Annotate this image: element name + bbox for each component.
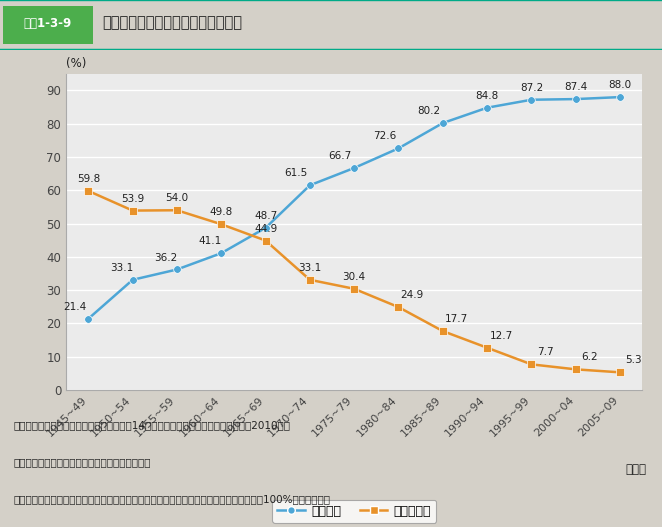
Text: 17.7: 17.7 bbox=[445, 314, 468, 324]
Text: 12.7: 12.7 bbox=[489, 331, 512, 341]
Text: 88.0: 88.0 bbox=[608, 80, 632, 90]
Text: 「その他・不詳」と回答した人もいるため、「恋愛結婚」と「見合い結婚」の和が100%にならない。: 「その他・不詳」と回答した人もいるため、「恋愛結婚」と「見合い結婚」の和が100… bbox=[13, 494, 330, 504]
Text: 49.8: 49.8 bbox=[210, 207, 233, 217]
Text: 6.2: 6.2 bbox=[581, 353, 598, 363]
Text: 59.8: 59.8 bbox=[77, 174, 100, 184]
FancyBboxPatch shape bbox=[3, 6, 93, 44]
Text: 33.1: 33.1 bbox=[110, 263, 133, 273]
Text: 33.1: 33.1 bbox=[299, 263, 322, 273]
Text: （注）　初婚同士の夫婦について調査したもの。: （注） 初婚同士の夫婦について調査したもの。 bbox=[13, 457, 151, 467]
Text: 41.1: 41.1 bbox=[199, 236, 222, 246]
Text: 87.2: 87.2 bbox=[520, 83, 543, 93]
Text: 5.3: 5.3 bbox=[626, 355, 642, 365]
Text: 24.9: 24.9 bbox=[401, 290, 424, 300]
Text: 30.4: 30.4 bbox=[343, 272, 365, 282]
Text: 87.4: 87.4 bbox=[564, 82, 587, 92]
Text: 72.6: 72.6 bbox=[373, 131, 397, 141]
Text: 資料：国立社会保障・人口問題研究所「第14回出生動向基本調査（夫婦調査）」（2010年）: 資料：国立社会保障・人口問題研究所「第14回出生動向基本調査（夫婦調査）」（20… bbox=[13, 421, 290, 431]
Text: （年）: （年） bbox=[626, 463, 647, 476]
Text: 66.7: 66.7 bbox=[328, 151, 352, 161]
Text: 61.5: 61.5 bbox=[285, 168, 308, 178]
Text: 36.2: 36.2 bbox=[154, 252, 177, 262]
Text: 7.7: 7.7 bbox=[537, 347, 553, 357]
Text: 84.8: 84.8 bbox=[475, 91, 498, 101]
Text: 48.7: 48.7 bbox=[254, 211, 277, 221]
Text: 図表1-3-9: 図表1-3-9 bbox=[24, 16, 71, 30]
Text: 54.0: 54.0 bbox=[166, 193, 189, 203]
Text: 53.9: 53.9 bbox=[121, 193, 144, 203]
Text: 44.9: 44.9 bbox=[254, 223, 277, 233]
Text: 恋愛結婚と見合い結婚の割合の推移: 恋愛結婚と見合い結婚の割合の推移 bbox=[103, 15, 242, 31]
Legend: 恋愛結婚, 見合い結婚: 恋愛結婚, 見合い結婚 bbox=[272, 500, 436, 523]
Text: (%): (%) bbox=[66, 57, 87, 71]
Text: 80.2: 80.2 bbox=[417, 106, 440, 116]
Text: 21.4: 21.4 bbox=[63, 302, 86, 312]
